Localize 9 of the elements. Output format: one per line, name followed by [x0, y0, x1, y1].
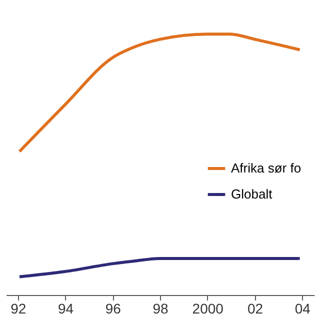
legend-label: Globalt — [231, 186, 273, 202]
x-tick-label: 92 — [10, 300, 26, 316]
x-tick-label: 2000 — [192, 300, 224, 316]
x-tick-label: 94 — [58, 300, 74, 316]
x-tick-label: 04 — [294, 300, 311, 316]
x-tick-label: 98 — [152, 300, 168, 316]
x-tick-label: 02 — [247, 300, 264, 316]
x-tick-label: 96 — [105, 300, 122, 316]
legend-label: Afrika sør fo — [231, 160, 302, 176]
